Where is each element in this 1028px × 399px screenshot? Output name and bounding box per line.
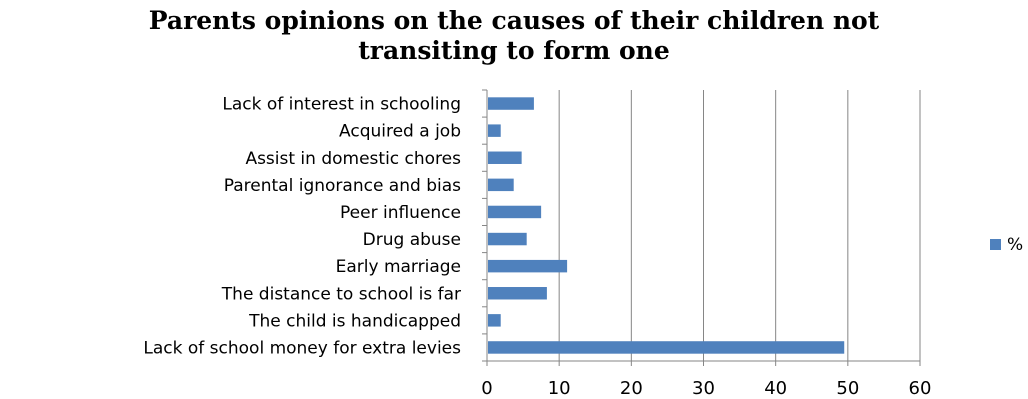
- category-label: Lack of interest in schooling: [222, 95, 461, 115]
- x-tick-label: 20: [620, 378, 643, 399]
- bar: [488, 97, 534, 110]
- gridlines: [558, 90, 921, 361]
- bar: [488, 314, 501, 327]
- x-tick-label: 10: [548, 378, 571, 399]
- bar: [488, 151, 522, 164]
- category-label: Lack of school money for extra levies: [143, 338, 461, 358]
- category-label: The child is handicapped: [248, 311, 461, 331]
- bars: [488, 97, 845, 354]
- category-label: Parental ignorance and bias: [224, 176, 461, 196]
- category-label: Acquired a job: [339, 122, 461, 142]
- chart-title-line-2: transiting to form one: [358, 36, 670, 65]
- category-label: Peer influence: [340, 203, 461, 223]
- x-tick-label: 50: [836, 378, 859, 399]
- category-label: Assist in domestic chores: [245, 149, 461, 169]
- x-tick-label: 60: [909, 378, 932, 399]
- bar: [488, 124, 501, 137]
- legend-label: %: [1007, 235, 1023, 255]
- x-tick-labels: 0 10 20 30 40 50 60: [481, 378, 931, 399]
- bar: [488, 259, 568, 273]
- chart-title: Parents opinions on the causes of their …: [0, 6, 1028, 66]
- axes: [482, 89, 921, 366]
- bar: [488, 341, 845, 354]
- legend-swatch: [990, 239, 1001, 250]
- category-labels: Lack of interest in schooling Acquired a …: [143, 95, 461, 359]
- x-tick-label: 0: [481, 378, 492, 399]
- category-label: Drug abuse: [363, 230, 461, 250]
- bar: [488, 232, 527, 246]
- category-label: The distance to school is far: [221, 284, 461, 304]
- bar: [488, 178, 514, 192]
- x-tick-label: 40: [764, 378, 787, 399]
- bar: [488, 287, 547, 300]
- category-label: Early marriage: [336, 257, 461, 277]
- bar: [488, 205, 542, 219]
- chart-title-line-1: Parents opinions on the causes of their …: [148, 6, 880, 35]
- legend: %: [990, 235, 1023, 255]
- x-tick-label: 30: [692, 378, 715, 399]
